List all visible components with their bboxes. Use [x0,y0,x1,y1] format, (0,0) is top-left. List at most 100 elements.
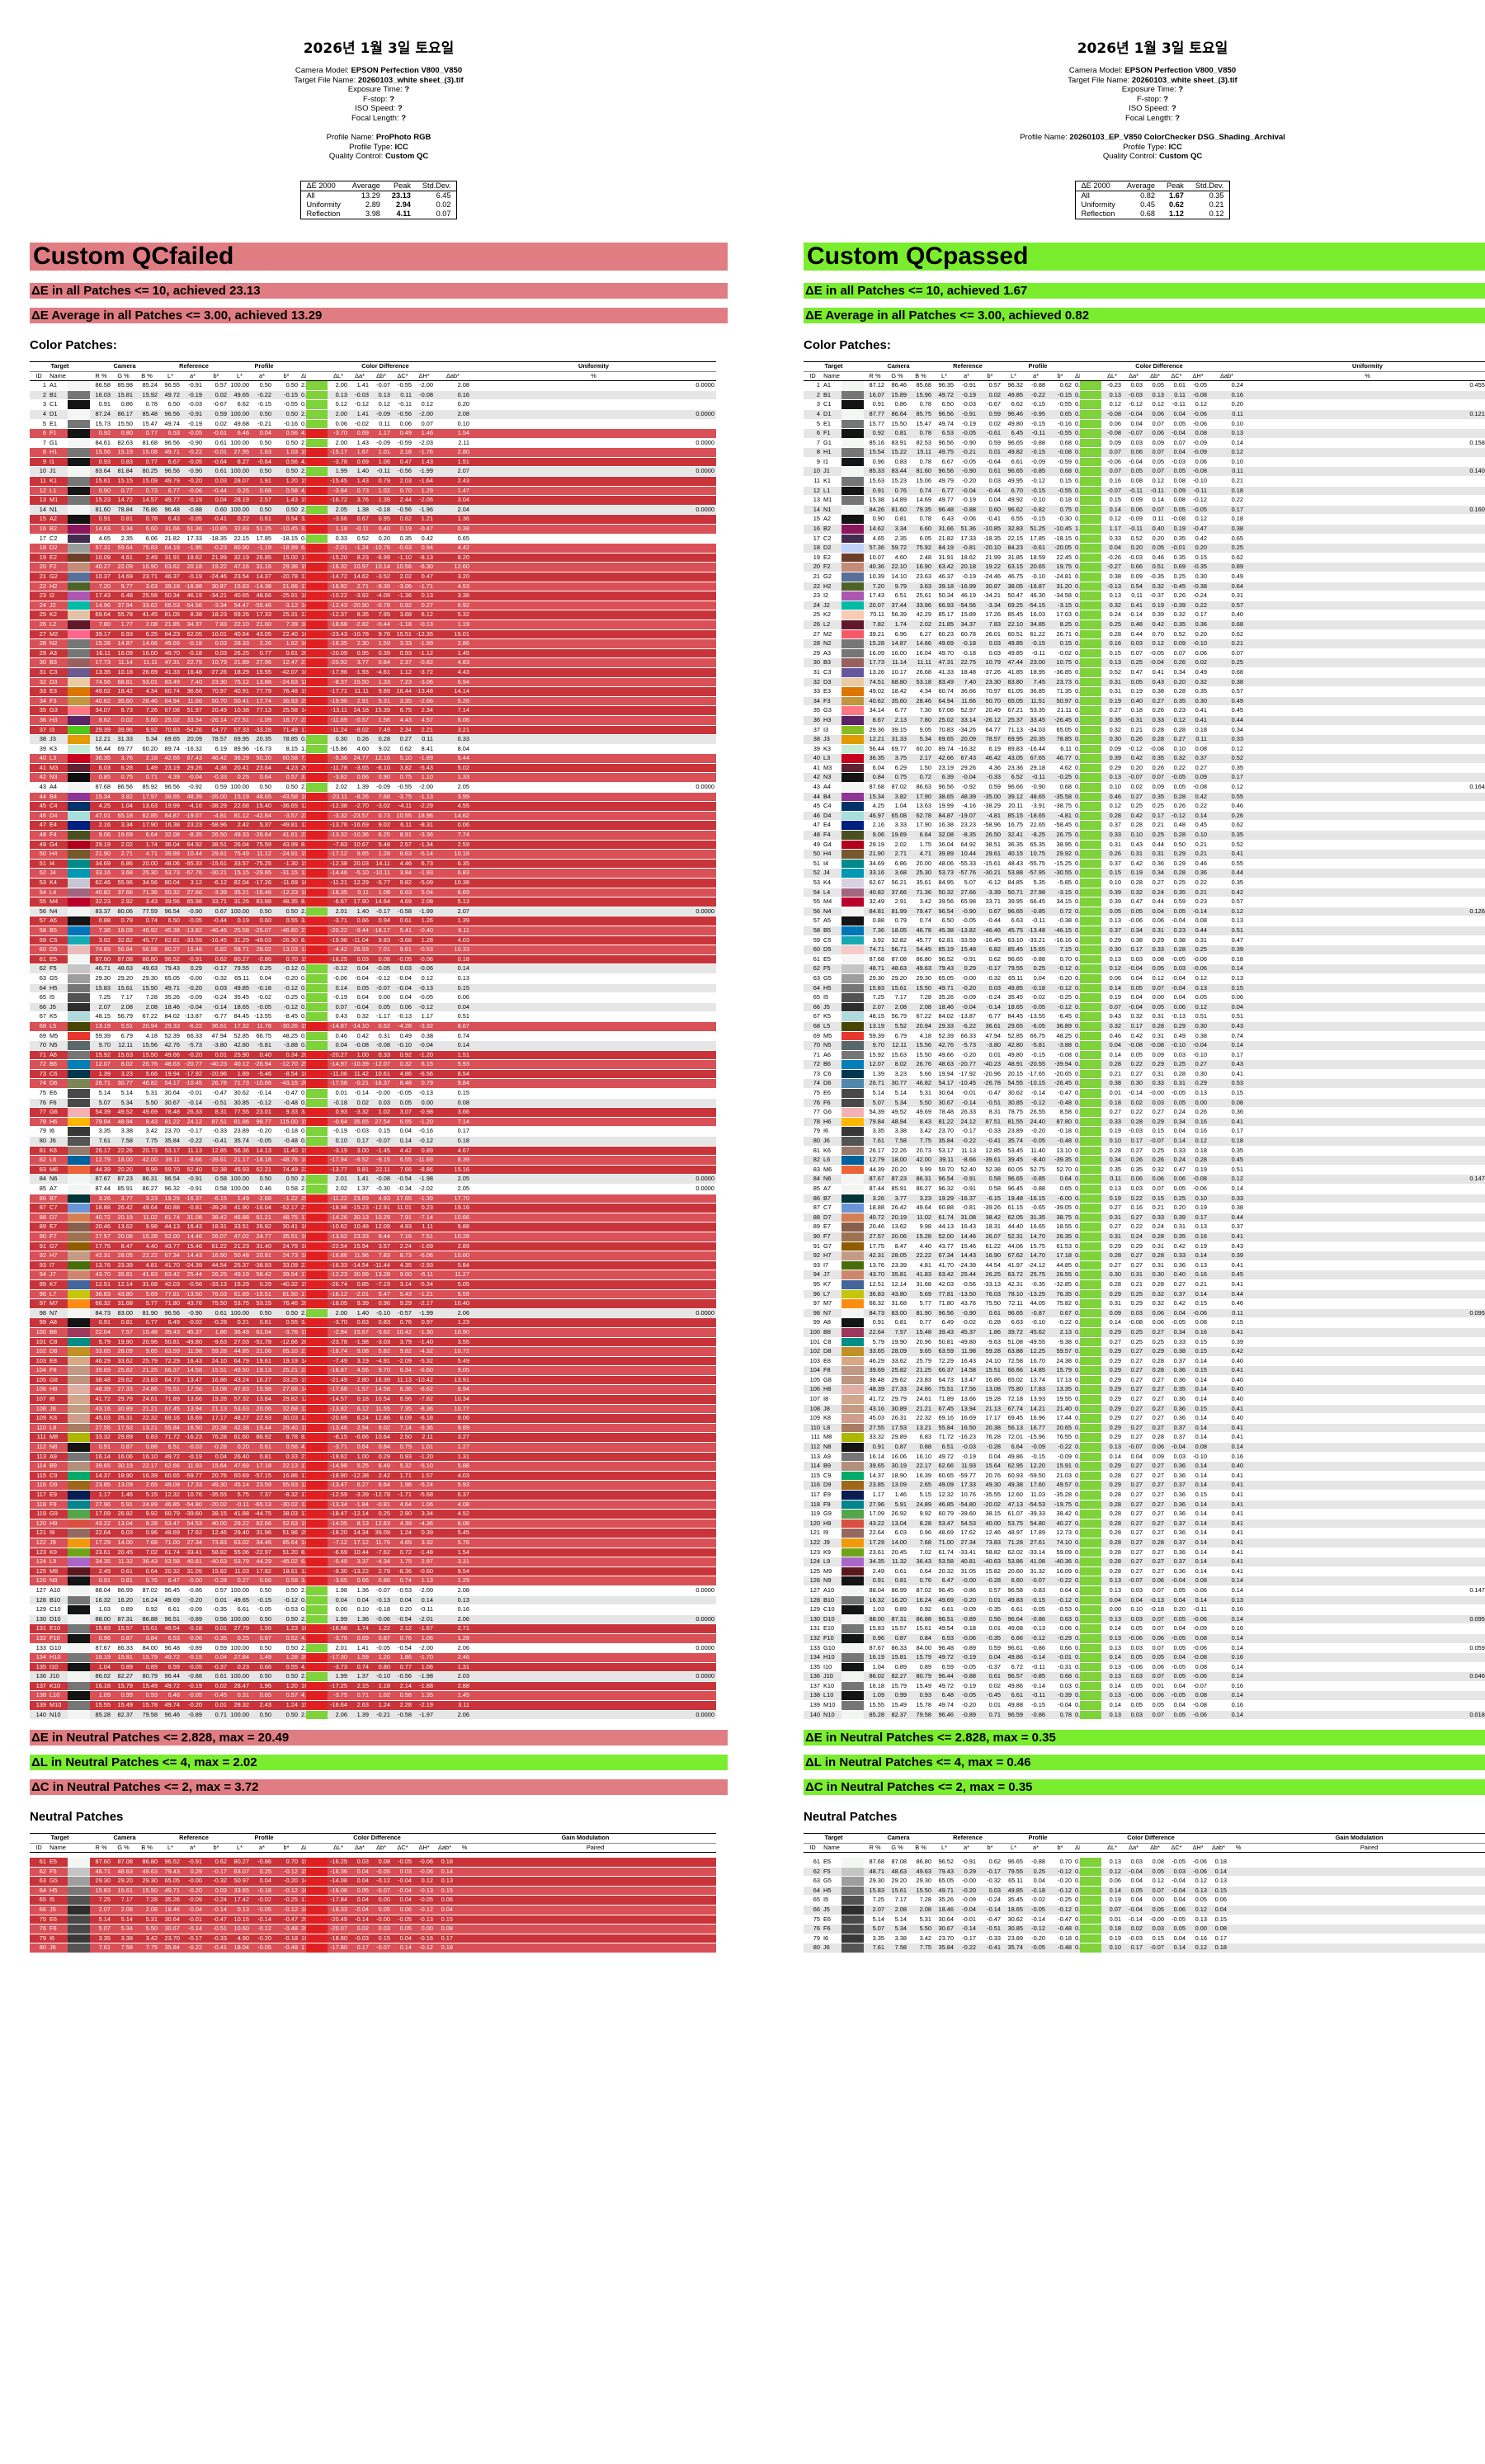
stats-cell: 0.02 [436,200,451,210]
cell: 17.53 [299,1461,307,1472]
cell: 4.23 [273,763,300,774]
cell: 20.18 [182,562,205,572]
cell: 48.63 [886,963,909,974]
cell: 0.19 [1123,686,1145,697]
patch-id: 125 [30,1567,48,1577]
cell: 0.28 [1101,811,1124,822]
cell: 36.04 [159,840,182,850]
cell: 75.12 [229,677,252,688]
cell: -10.39 [349,1059,371,1070]
cell: 1.86 [204,1327,229,1338]
cell [471,696,716,707]
delta-e-marker [306,849,328,860]
cell: 0.54 [273,514,300,525]
cell: 21.98 [299,1452,307,1463]
cell [471,753,716,764]
cell: -3.71 [328,1442,350,1453]
cell [471,840,716,850]
cell: 11.66 [182,696,205,707]
cell: 52.40 [182,1165,205,1175]
cell: 79.43 [159,963,182,974]
cell: 0.11 [349,888,371,898]
patch-swatch [68,1337,91,1348]
cell: -8.31 [413,820,436,832]
cell: 1.20 [273,1681,300,1692]
cell: 0.11 [1144,514,1167,525]
cell: 0.78 [908,428,934,439]
cell: 0.13 [1073,1002,1081,1013]
cell: 0.50 [251,1671,274,1682]
cell: 22.15 [1002,534,1025,544]
cell: 11.51 [1025,696,1048,707]
cell: -0.05 [370,963,393,974]
table-row: 50 H4 21.90 2.71 4.71 39.89 10.44 29.61 40.15 10.… [804,849,1485,860]
cell: 35.61 [908,878,934,888]
cell: 26.25 [229,648,252,659]
cell: -2.66 [413,696,436,707]
cell: 0.62 [392,514,414,525]
cell: 43.70 [90,1270,113,1280]
cell: 0.46 [1187,859,1209,869]
patch-swatch [68,1136,91,1147]
cell: 31.29 [229,935,252,946]
patch-swatch [68,1174,91,1185]
cell: 85.16 [864,438,887,449]
patch-name: G8 [48,1375,68,1386]
cell: -0.32 [204,1876,229,1887]
cell: -0.04 [1123,1002,1145,1013]
cell: 17.42 [229,1895,252,1906]
delta-e-marker [1080,849,1102,860]
cell: 0.08 [1187,744,1209,755]
cell: 49.70 [933,648,956,659]
patch-name: H9 [48,1519,68,1529]
cell: 1.54 [435,1548,472,1558]
cell [471,1165,716,1175]
cell: 78.57 [978,734,1003,745]
patch-swatch [68,1260,91,1271]
cell: -0.19 [955,390,978,401]
cell: 3.42 [134,1934,160,1944]
cell: 17.82 [251,1567,274,1577]
cell: 14.55 [299,1356,307,1367]
cell: 4.43 [435,667,472,678]
delta-e-marker [306,1480,328,1491]
cell: -12.70 [273,1059,300,1070]
cell: 79.43 [159,1867,182,1877]
table-row: 128 B10 16.32 16.20 16.24 49.69 -0.20 0.01 49.65… [30,1595,716,1606]
cell: 17.85 [251,534,274,544]
cell: 49.02 [90,686,113,697]
patch-name: H4 [48,849,68,860]
cell: 0.05 [1123,677,1145,688]
cell: 3.34 [112,820,135,832]
cell: 0.92 [864,428,887,439]
cell: 0.19 [299,1098,307,1109]
patch-name: J10 [48,1671,68,1682]
patch-swatch [842,849,865,860]
table-row: 111 M8 33.32 29.89 6.83 71.72 -16.23 76.28 61.60… [30,1432,716,1444]
patch-swatch [68,1585,91,1596]
patch-name: E3 [48,686,68,697]
delta-e-marker [306,572,328,582]
cell: -29.65 [251,868,274,879]
cell: 3.68 [886,868,909,879]
cell: 2.07 [864,1002,887,1013]
cell: 15.63 [112,1050,135,1061]
cell: 2.88 [299,409,307,420]
cell: 7.66 [392,1165,414,1175]
cell: 3.55 [435,1337,472,1348]
column-header: B % [134,371,160,382]
patch-name: L9 [48,1557,68,1567]
cell: 6.67 [159,457,182,468]
table-row: 57 A5 0.88 0.79 0.74 6.50 -0.05 -0.44 0.19 0.60 0.… [30,916,716,926]
cell: 12.46 [204,1528,229,1538]
cell: 0.25 [1123,801,1145,812]
cell: -5.68 [413,1490,436,1501]
cell: 0.34 [273,1050,300,1061]
delta-e-marker [306,1681,328,1692]
cell [455,1867,475,1877]
delta-e-marker [306,1432,328,1444]
cell [471,1528,716,1538]
cell: 43.16 [90,1404,113,1415]
cell: 6.06 [134,534,160,544]
cell: 6.29 [886,763,909,774]
